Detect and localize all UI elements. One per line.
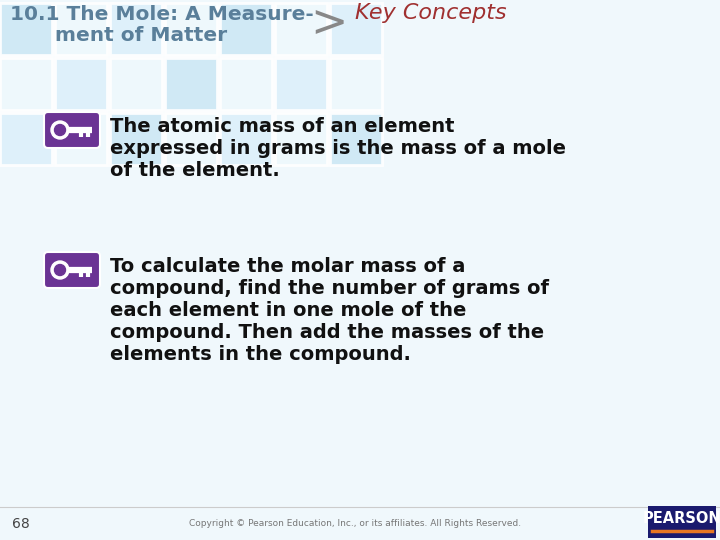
FancyBboxPatch shape — [275, 113, 327, 165]
Text: of the element.: of the element. — [110, 161, 280, 180]
FancyBboxPatch shape — [0, 3, 52, 55]
FancyBboxPatch shape — [0, 58, 52, 110]
Text: compound, find the number of grams of: compound, find the number of grams of — [110, 279, 549, 298]
FancyBboxPatch shape — [220, 58, 272, 110]
FancyBboxPatch shape — [220, 3, 272, 55]
Text: elements in the compound.: elements in the compound. — [110, 345, 411, 364]
Circle shape — [51, 121, 69, 139]
FancyBboxPatch shape — [165, 58, 217, 110]
Text: Key Concepts: Key Concepts — [355, 3, 507, 23]
Text: The atomic mass of an element: The atomic mass of an element — [110, 117, 454, 136]
FancyBboxPatch shape — [648, 506, 716, 538]
FancyBboxPatch shape — [330, 3, 382, 55]
Text: compound. Then add the masses of the: compound. Then add the masses of the — [110, 323, 544, 342]
Text: PEARSON: PEARSON — [643, 511, 720, 525]
Circle shape — [55, 265, 66, 275]
FancyBboxPatch shape — [44, 252, 100, 288]
FancyBboxPatch shape — [275, 58, 327, 110]
FancyBboxPatch shape — [330, 58, 382, 110]
FancyBboxPatch shape — [0, 113, 52, 165]
FancyBboxPatch shape — [165, 3, 217, 55]
Circle shape — [55, 125, 66, 136]
Text: ment of Matter: ment of Matter — [55, 26, 227, 45]
FancyBboxPatch shape — [110, 3, 162, 55]
Text: each element in one mole of the: each element in one mole of the — [110, 301, 467, 320]
Text: Copyright © Pearson Education, Inc., or its affiliates. All Rights Reserved.: Copyright © Pearson Education, Inc., or … — [189, 519, 521, 529]
Text: To calculate the molar mass of a: To calculate the molar mass of a — [110, 257, 465, 276]
FancyBboxPatch shape — [55, 113, 107, 165]
FancyBboxPatch shape — [110, 113, 162, 165]
Text: 10.1 The Mole: A Measure-: 10.1 The Mole: A Measure- — [10, 5, 314, 24]
FancyBboxPatch shape — [0, 150, 720, 540]
FancyBboxPatch shape — [275, 3, 327, 55]
FancyBboxPatch shape — [220, 113, 272, 165]
FancyBboxPatch shape — [165, 113, 217, 165]
Text: 68: 68 — [12, 517, 30, 531]
FancyBboxPatch shape — [330, 113, 382, 165]
FancyBboxPatch shape — [44, 112, 100, 148]
FancyBboxPatch shape — [55, 3, 107, 55]
FancyBboxPatch shape — [55, 58, 107, 110]
FancyBboxPatch shape — [110, 58, 162, 110]
Text: expressed in grams is the mass of a mole: expressed in grams is the mass of a mole — [110, 139, 566, 158]
Text: >: > — [310, 2, 347, 45]
Circle shape — [51, 261, 69, 279]
